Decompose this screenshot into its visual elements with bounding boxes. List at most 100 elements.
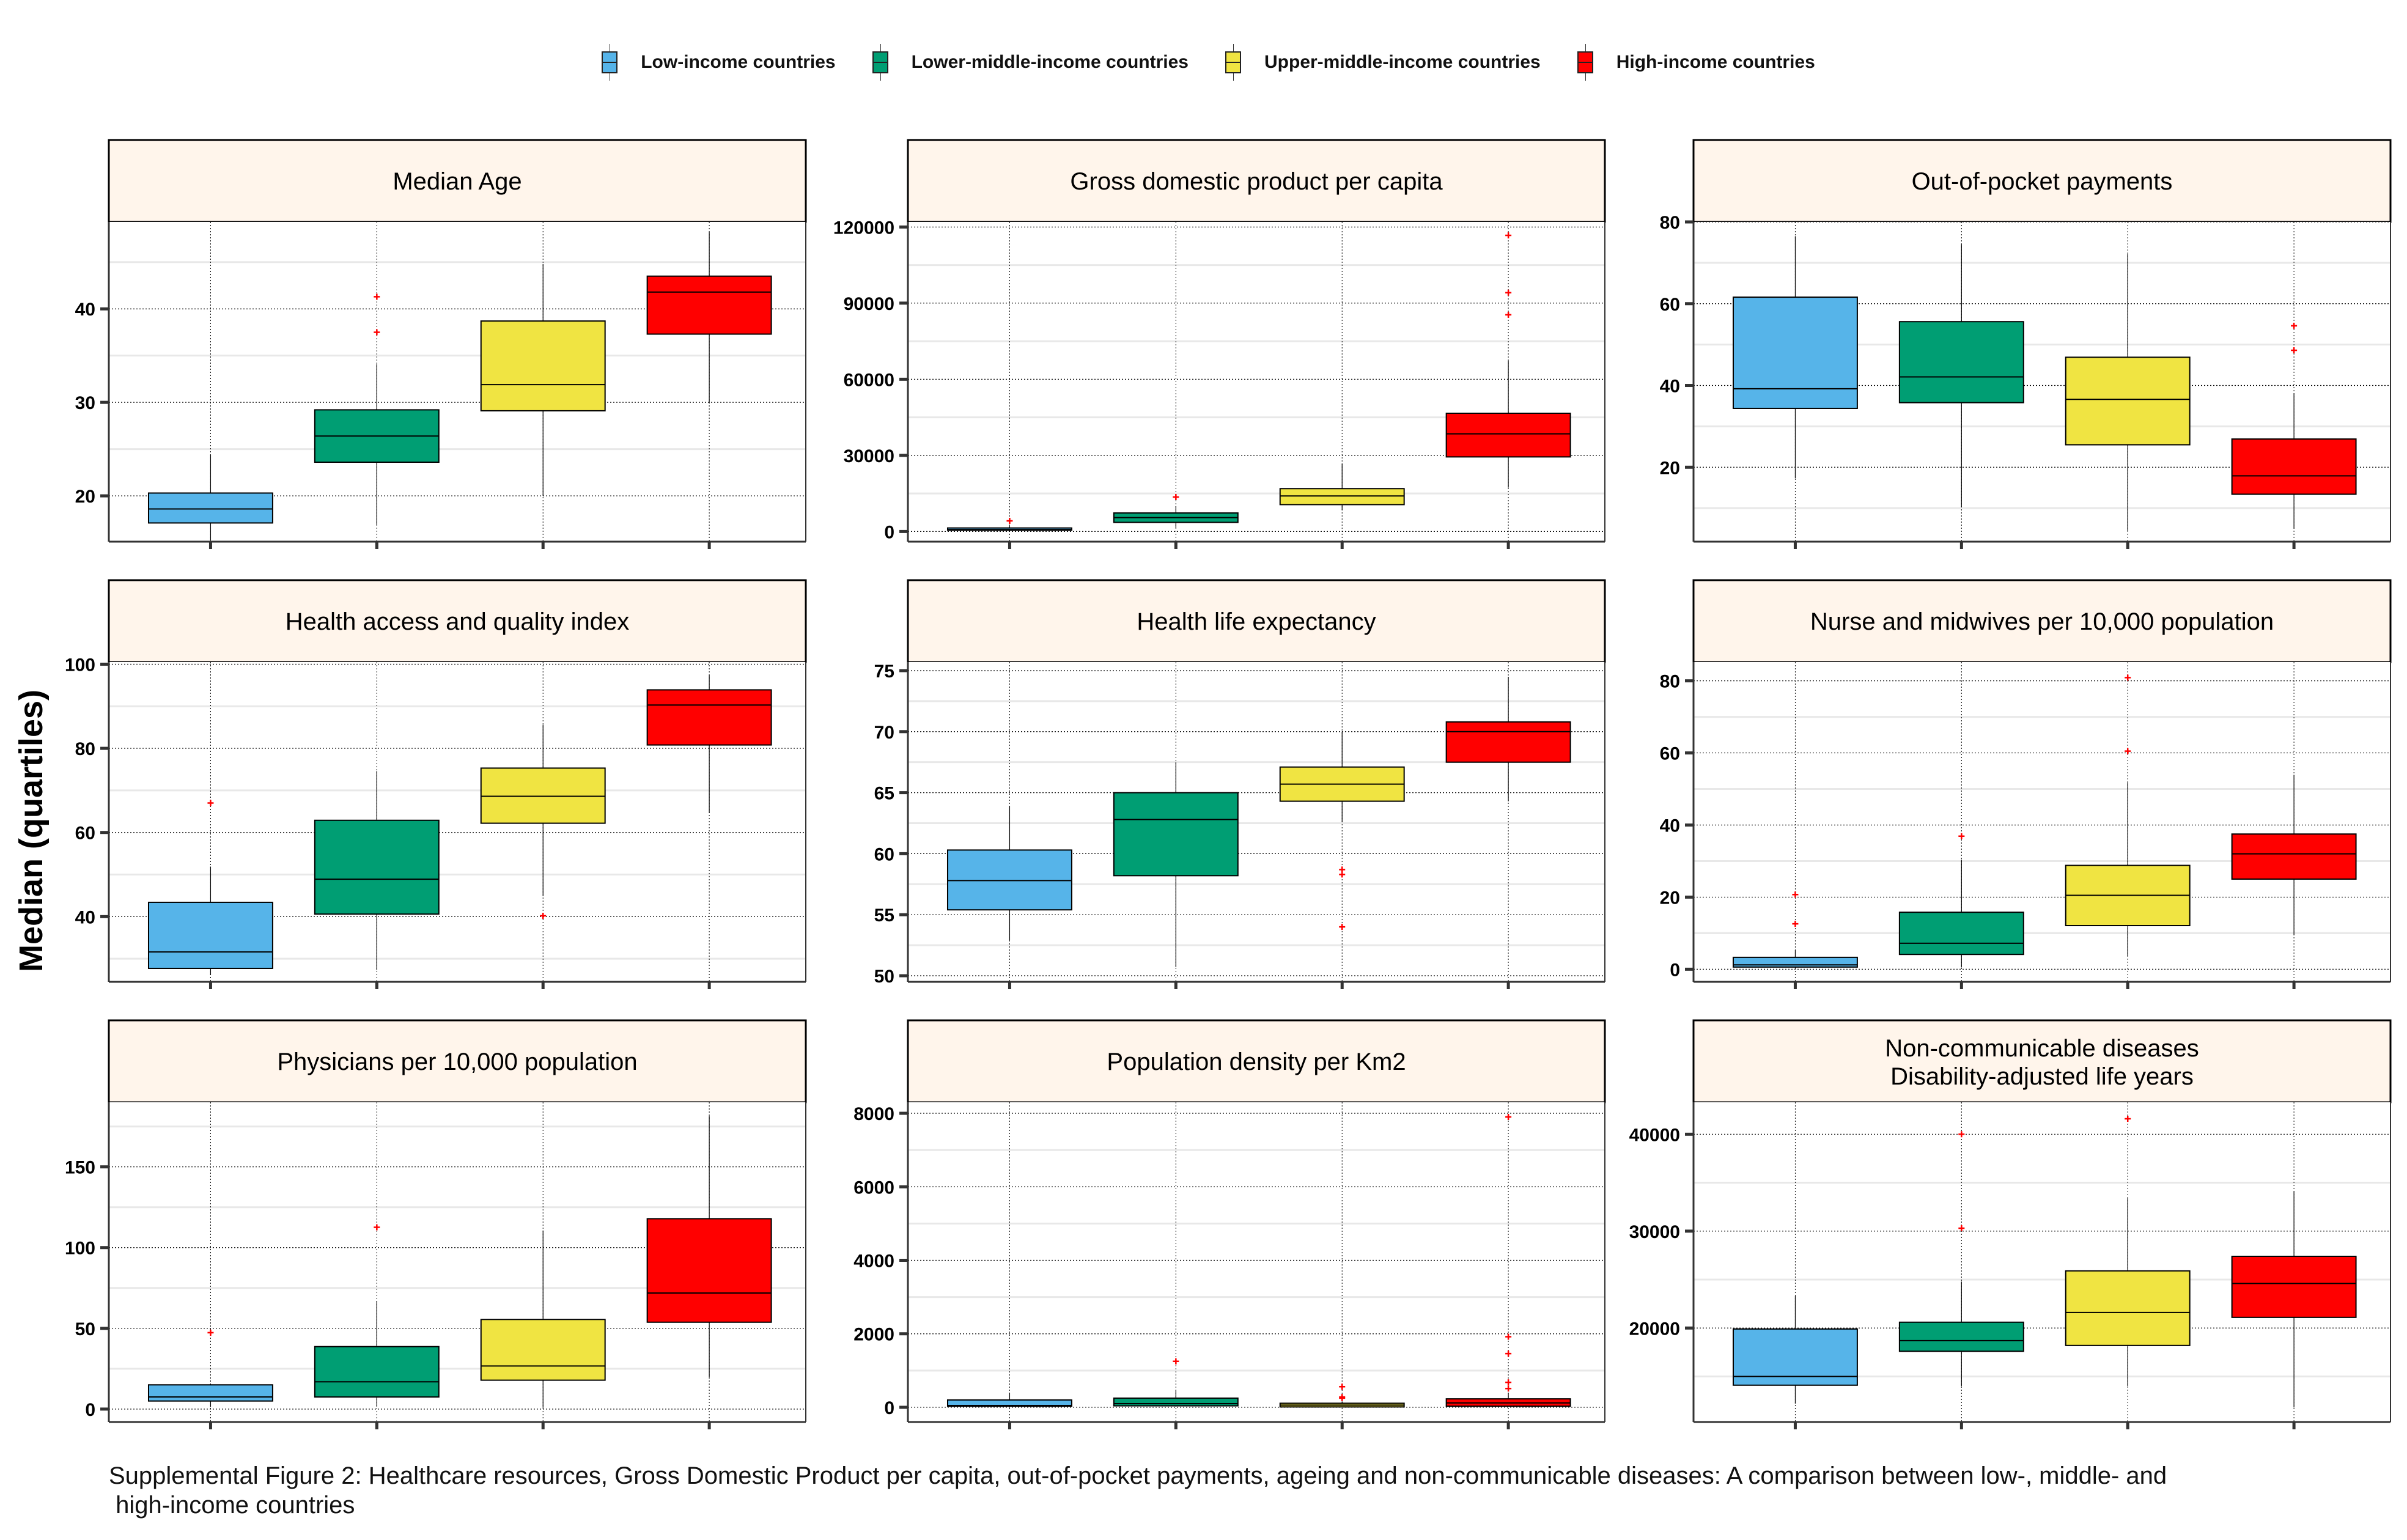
outlier-point bbox=[1173, 1358, 1179, 1365]
legend-swatch-upper-middle-income bbox=[1215, 44, 1252, 81]
y-tick-label: 60000 bbox=[844, 370, 894, 390]
y-tick-label: 50 bbox=[75, 1319, 95, 1339]
box-high-income bbox=[2231, 1191, 2357, 1408]
facet-title: Physicians per 10,000 population bbox=[277, 1048, 637, 1075]
facet-strip bbox=[1692, 1019, 2392, 1103]
box-lower-middle-income bbox=[1898, 833, 2024, 968]
box-upper-middle-income bbox=[2065, 674, 2191, 957]
iqr-box bbox=[1279, 488, 1405, 506]
outlier-point bbox=[374, 1224, 380, 1231]
box-upper-middle-income bbox=[1279, 463, 1405, 510]
facet-title: Median Age bbox=[393, 168, 522, 195]
iqr-box bbox=[314, 1346, 440, 1398]
outlier-point bbox=[2125, 748, 2131, 754]
y-tick-label: 50 bbox=[874, 967, 894, 987]
caption-line-2: high-income countries bbox=[109, 1492, 355, 1519]
outlier-point bbox=[1792, 921, 1799, 927]
box-lower-middle-income bbox=[1898, 244, 2024, 507]
iqr-box bbox=[1113, 792, 1239, 877]
y-tick-label: 80 bbox=[1660, 213, 1680, 233]
outlier-point bbox=[2291, 347, 2298, 354]
outlier-point bbox=[1958, 833, 1965, 839]
y-tick-label: 20 bbox=[1660, 888, 1680, 908]
y-tick-label: 40 bbox=[75, 907, 95, 927]
iqr-box bbox=[2065, 356, 2191, 446]
iqr-box bbox=[147, 1384, 273, 1402]
legend-label: Upper-middle-income countries bbox=[1264, 52, 1541, 72]
y-tick-label: 90000 bbox=[844, 294, 894, 314]
plot-area bbox=[109, 222, 806, 542]
iqr-box bbox=[480, 767, 606, 824]
box-upper-middle-income bbox=[1279, 731, 1405, 930]
box-lower-middle-income bbox=[1898, 1131, 2024, 1387]
facet-strip bbox=[1692, 139, 2392, 223]
panel-8: Population density per Km2 0 2000 4000 6000 8… bbox=[853, 1019, 1606, 1429]
box-upper-middle-income bbox=[1279, 1383, 1405, 1408]
iqr-box bbox=[480, 1319, 606, 1381]
iqr-box bbox=[2231, 1255, 2357, 1318]
panel-2: Gross domestic product per capita 0 30000 6… bbox=[833, 139, 1606, 549]
box-lower-middle-income bbox=[1113, 762, 1239, 968]
y-tick-label: 40 bbox=[1660, 816, 1680, 836]
plot-area bbox=[908, 1102, 1605, 1422]
y-tick-label: 20 bbox=[1660, 458, 1680, 478]
box-lower-middle-income bbox=[314, 293, 440, 525]
outlier-point bbox=[1505, 1114, 1512, 1121]
y-tick-label: 120000 bbox=[833, 218, 894, 238]
y-tick-label: 0 bbox=[884, 1398, 894, 1418]
box-low-income bbox=[1732, 1295, 1858, 1404]
y-tick-label: 30000 bbox=[1629, 1222, 1680, 1242]
iqr-box bbox=[1445, 412, 1571, 458]
facet-title: Nurse and midwives per 10,000 population bbox=[1810, 608, 2274, 635]
y-tick-label: 100 bbox=[65, 655, 95, 675]
box-high-income bbox=[646, 1116, 772, 1377]
legend-item-low-income: Low-income countries bbox=[592, 44, 836, 81]
y-tick-label: 100 bbox=[65, 1239, 95, 1259]
facet-strip bbox=[108, 139, 807, 223]
outlier-point bbox=[374, 293, 380, 300]
y-tick-label: 55 bbox=[874, 905, 894, 926]
iqr-box bbox=[2231, 438, 2357, 495]
box-high-income bbox=[1445, 232, 1571, 488]
iqr-box bbox=[1732, 1328, 1858, 1386]
box-low-income bbox=[946, 517, 1072, 531]
y-tick-label: 0 bbox=[884, 522, 894, 542]
box-lower-middle-income bbox=[1113, 1358, 1239, 1407]
legend-swatch-low-income bbox=[592, 44, 628, 81]
box-low-income bbox=[147, 800, 273, 975]
box-low-income bbox=[147, 454, 273, 540]
facet-title: Population density per Km2 bbox=[1107, 1048, 1406, 1075]
box-high-income bbox=[646, 232, 772, 403]
outlier-point bbox=[1505, 1385, 1512, 1392]
y-tick-label: 70 bbox=[874, 723, 894, 743]
outlier-point bbox=[1339, 1383, 1346, 1390]
y-tick-label: 75 bbox=[874, 661, 894, 682]
iqr-box bbox=[646, 275, 772, 335]
y-tick-label: 30 bbox=[75, 393, 95, 413]
iqr-box bbox=[646, 689, 772, 746]
iqr-box bbox=[147, 492, 273, 524]
box-high-income bbox=[646, 675, 772, 814]
y-tick-label: 40000 bbox=[1629, 1125, 1680, 1145]
legend-item-upper-middle-income: Upper-middle-income countries bbox=[1215, 44, 1541, 81]
iqr-box bbox=[646, 1218, 772, 1323]
y-tick-label: 30000 bbox=[844, 446, 894, 466]
y-tick-label: 4000 bbox=[853, 1251, 894, 1271]
y-tick-label: 40 bbox=[75, 300, 95, 320]
outlier-point bbox=[1339, 924, 1346, 930]
iqr-box bbox=[480, 320, 606, 411]
box-upper-middle-income bbox=[480, 1230, 606, 1408]
facet-title: Health life expectancy bbox=[1137, 608, 1376, 635]
caption-line-1: Supplemental Figure 2: Healthcare resour… bbox=[109, 1462, 2167, 1489]
plot-area bbox=[908, 662, 1605, 982]
y-tick-label: 6000 bbox=[853, 1177, 894, 1198]
legend-label: Lower-middle-income countries bbox=[911, 52, 1189, 72]
box-low-income bbox=[946, 806, 1072, 941]
facet-title: Non-communicable diseases bbox=[1885, 1035, 2199, 1062]
y-tick-label: 60 bbox=[874, 844, 894, 864]
iqr-box bbox=[2231, 833, 2357, 880]
outlier-point bbox=[1505, 1333, 1512, 1340]
facet-strip bbox=[907, 139, 1606, 223]
facet-strip bbox=[108, 1019, 807, 1103]
panel-3: Out-of-pocket payments 20 40 60 80 bbox=[1660, 139, 2392, 549]
